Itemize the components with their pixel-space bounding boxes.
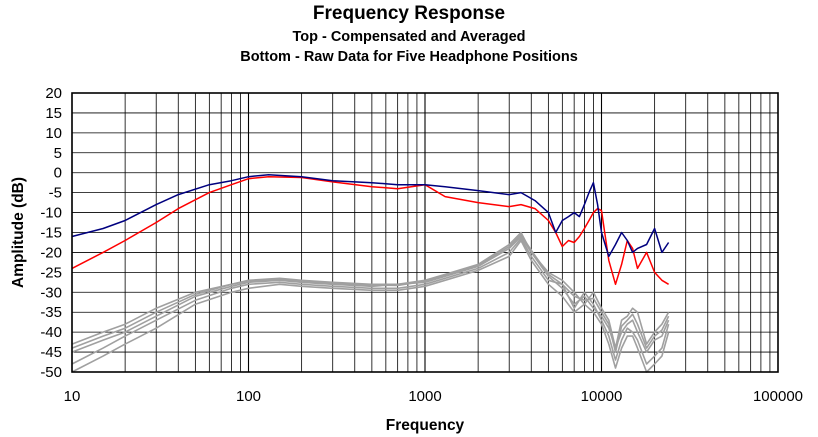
x-tick-label: 1000: [408, 388, 441, 405]
chart-subtitle-line-1: Top - Compensated and Averaged: [292, 29, 526, 45]
y-axis-label: Amplitude (dB): [10, 177, 27, 288]
chart-title: Frequency Response: [312, 3, 506, 24]
y-tick-label: -10: [40, 205, 62, 222]
y-tick-label: 10: [45, 125, 62, 142]
data-series: [71, 173, 670, 373]
chart-subtitle-line-2: Bottom - Raw Data for Five Headphone Pos…: [240, 49, 578, 65]
y-tick-labels: 20 15 10 5 0 -5 -10 -15 -20 -25 -30 -35 -40 -45 -50: [40, 85, 62, 381]
y-tick-label: -25: [40, 264, 62, 281]
x-tick-label: 100: [236, 388, 261, 405]
grid-lines: [71, 92, 778, 373]
y-tick-label: -40: [40, 324, 62, 341]
y-tick-label: -5: [49, 185, 62, 202]
y-tick-label: 5: [54, 145, 62, 162]
y-tick-label: 20: [45, 85, 62, 102]
y-tick-label: -45: [40, 344, 62, 361]
blue-line: [71, 173, 670, 258]
x-tick-labels: 10 100 1000 10000 100000: [64, 388, 803, 405]
y-tick-label: -20: [40, 244, 62, 261]
x-axis-label: Frequency: [386, 417, 465, 434]
y-tick-label: -15: [40, 225, 62, 242]
plot-frame: [71, 92, 779, 373]
raw-position-line: [71, 237, 670, 365]
x-tick-label: 100000: [753, 388, 803, 405]
x-tick-label: 10000: [581, 388, 623, 405]
y-tick-label: 0: [54, 165, 62, 182]
y-tick-label: 15: [45, 105, 62, 122]
raw-position-line: [71, 233, 670, 353]
y-tick-label: -35: [40, 304, 62, 321]
raw-position-line: [71, 235, 670, 353]
red-line: [71, 175, 669, 286]
y-tick-label: -50: [40, 364, 62, 381]
raw-position-line: [71, 239, 670, 373]
x-tick-label: 10: [64, 388, 81, 405]
y-tick-label: -30: [40, 284, 62, 301]
